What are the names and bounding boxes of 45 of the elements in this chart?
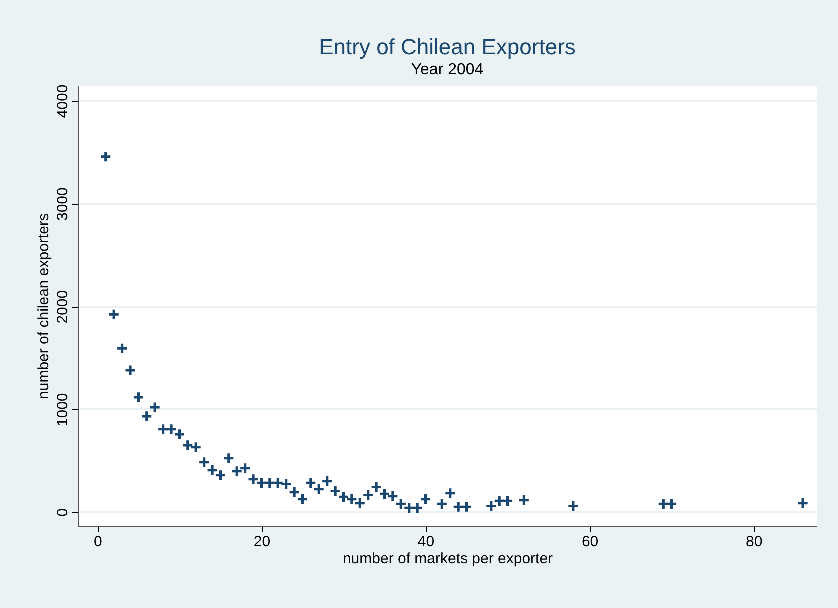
point <box>108 308 120 321</box>
point <box>132 391 145 404</box>
point <box>797 497 810 510</box>
point <box>149 401 162 414</box>
point <box>116 342 128 355</box>
point <box>157 423 170 436</box>
point <box>444 487 456 500</box>
y-tick-label: 0 <box>54 508 72 517</box>
y-tick-label: 1000 <box>54 393 72 427</box>
point <box>231 465 244 478</box>
y-axis-title: number of chilean exporters <box>36 214 52 400</box>
x-tick-label: 20 <box>254 534 271 550</box>
point <box>518 494 530 506</box>
point <box>222 452 235 464</box>
x-tick-label: 80 <box>746 534 763 550</box>
point <box>124 364 137 376</box>
point <box>198 456 210 468</box>
x-tick-label: 40 <box>418 534 435 550</box>
point <box>452 501 465 514</box>
point <box>362 489 374 502</box>
point <box>321 475 334 488</box>
x-tick-label: 0 <box>94 534 102 550</box>
point <box>420 493 432 506</box>
y-tick-label: 3000 <box>54 188 72 221</box>
y-tick-label: 4000 <box>54 84 72 118</box>
point <box>666 498 678 510</box>
point <box>412 502 424 514</box>
y-tick-label: 2000 <box>54 290 72 324</box>
point <box>239 462 252 474</box>
point <box>100 150 112 163</box>
chart-title: Entry of Chilean Exporters <box>319 34 576 60</box>
point <box>460 501 473 514</box>
point <box>140 410 153 422</box>
point <box>264 477 276 490</box>
point <box>272 477 284 490</box>
x-axis-title: number of markets per exporter <box>342 550 554 568</box>
point <box>485 500 498 512</box>
point <box>502 495 514 508</box>
chart-subtitle: Year 2004 <box>411 61 484 78</box>
x-tick-label: 60 <box>582 534 599 550</box>
point <box>494 495 506 508</box>
point <box>567 500 580 512</box>
point <box>658 498 670 510</box>
point <box>280 478 292 490</box>
point <box>436 498 448 510</box>
